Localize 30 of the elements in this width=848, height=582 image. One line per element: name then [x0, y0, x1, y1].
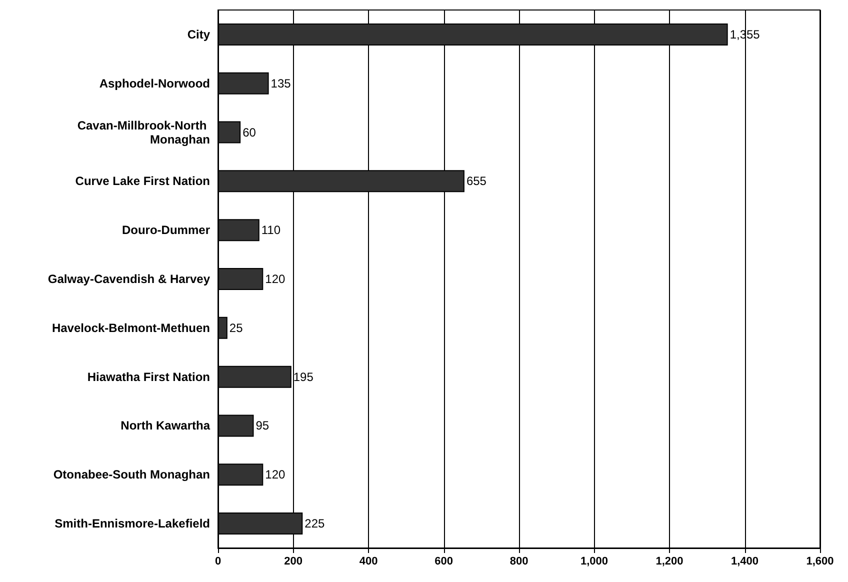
y-tick-label: Cavan-Millbrook-North Monaghan — [77, 118, 210, 146]
x-tick-label: 200 — [284, 556, 302, 568]
y-tick-label: Douro-Dummer — [122, 223, 210, 238]
x-tick-label: 400 — [359, 556, 378, 568]
data-label: 120 — [265, 272, 286, 286]
data-label: 95 — [256, 418, 270, 433]
x-tick-label: 1,400 — [730, 556, 759, 568]
data-label: 135 — [270, 76, 292, 90]
x-tick-label: 1,000 — [580, 556, 608, 568]
y-tick-label: Asphodel-Norwood — [99, 76, 210, 90]
x-tick-label: 800 — [510, 556, 528, 568]
y-tick-label: Curve Lake First Nation — [75, 174, 210, 188]
x-tick-label: 0 — [214, 556, 222, 568]
y-tick-label: City — [187, 27, 210, 42]
data-label: 120 — [265, 468, 286, 482]
y-tick-label: North Kawartha — [120, 418, 210, 433]
data-label: 60 — [242, 125, 256, 140]
y-tick-label: Galway-Cavendish & Harvey — [48, 272, 210, 286]
x-tick-label: 1,600 — [806, 556, 834, 568]
x-tick-label: 1,200 — [656, 556, 684, 568]
data-label: 225 — [304, 516, 326, 531]
data-label: 195 — [293, 370, 314, 384]
y-tick-label: Hiawatha First Nation — [87, 370, 210, 384]
y-tick-label: Havelock-Belmont-Methuen — [52, 320, 210, 335]
y-tick-label: Smith-Ennismore-Lakefield — [54, 516, 210, 531]
x-tick-label: 600 — [434, 556, 453, 568]
data-label: 25 — [229, 320, 244, 335]
y-tick-label: Otonabee-South Monaghan — [53, 468, 210, 482]
data-label: 655 — [466, 174, 487, 188]
data-label: 110 — [261, 223, 281, 238]
